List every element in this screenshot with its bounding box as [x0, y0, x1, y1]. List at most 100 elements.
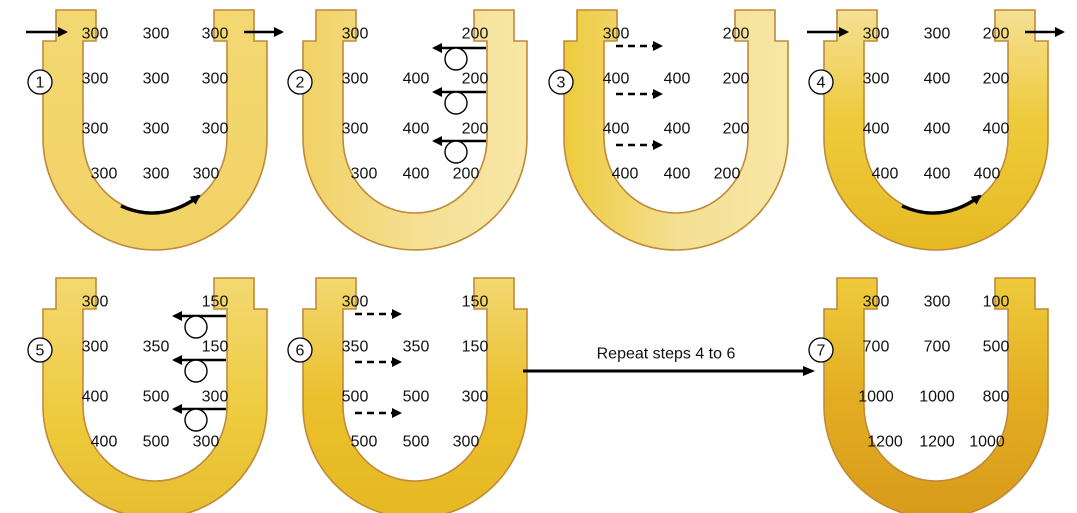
- descending-value: 400: [872, 166, 899, 183]
- interstitial-value: 500: [403, 389, 430, 406]
- descending-value: 300: [82, 339, 109, 356]
- interstitial-value: 300: [143, 26, 170, 43]
- step-number: 1: [36, 75, 45, 92]
- ascending-value: 200: [453, 166, 480, 183]
- interstitial-value: 300: [924, 26, 951, 43]
- interstitial-value: 400: [403, 71, 430, 88]
- descending-value: 1200: [867, 434, 903, 451]
- ascending-value: 400: [983, 121, 1010, 138]
- ascending-value: 150: [462, 339, 489, 356]
- step-number-badge: [808, 69, 834, 95]
- ascending-value: 200: [723, 121, 750, 138]
- descending-value: 300: [342, 294, 369, 311]
- ascending-value: 150: [462, 294, 489, 311]
- descending-value: 1000: [858, 389, 894, 406]
- step-number: 6: [296, 343, 305, 360]
- descending-value: 300: [82, 71, 109, 88]
- step-number: 4: [817, 75, 826, 92]
- descending-value: 300: [863, 71, 890, 88]
- interstitial-value: 400: [664, 121, 691, 138]
- interstitial-value: 300: [143, 166, 170, 183]
- descending-value: 400: [603, 121, 630, 138]
- ascending-value: 300: [462, 389, 489, 406]
- ascending-value: 200: [462, 121, 489, 138]
- ascending-value: 300: [193, 166, 220, 183]
- step-number-badge: [287, 337, 313, 363]
- ascending-value: 150: [202, 339, 229, 356]
- ascending-value: 500: [983, 339, 1010, 356]
- interstitial-value: 400: [924, 71, 951, 88]
- interstitial-value: 350: [143, 339, 170, 356]
- ascending-value: 1000: [969, 434, 1005, 451]
- interstitial-value: 400: [924, 121, 951, 138]
- descending-value: 300: [82, 26, 109, 43]
- panel-step-1: 1 300 300 300 300 300 300 300 300 300 300 300 300: [26, 9, 284, 251]
- ascending-value: 200: [723, 71, 750, 88]
- interstitial-value: 400: [924, 166, 951, 183]
- descending-value: 300: [351, 166, 378, 183]
- descending-value: 300: [863, 294, 890, 311]
- interstitial-value: 400: [664, 166, 691, 183]
- ascending-value: 400: [974, 166, 1001, 183]
- ascending-value: 200: [723, 26, 750, 43]
- descending-value: 400: [603, 71, 630, 88]
- step-number-badge: [808, 337, 834, 363]
- panel-step-7: 7 300 700 1000 1200 300 700 1000 1200 100 500 800 10…: [808, 277, 1049, 513]
- descending-value: 300: [82, 294, 109, 311]
- loop-tube: [42, 277, 268, 513]
- descending-value: 300: [82, 121, 109, 138]
- descending-value: 400: [863, 121, 890, 138]
- step-number-badge: [548, 69, 574, 95]
- ascending-value: 300: [202, 389, 229, 406]
- ascending-value: 300: [202, 26, 229, 43]
- panel-step-6: 6 300 350 500 500 350 500 500 150 150 300 300: [287, 277, 528, 513]
- interstitial-value: 400: [403, 166, 430, 183]
- interstitial-value: 500: [143, 389, 170, 406]
- interstitial-value: 400: [664, 71, 691, 88]
- loop-tube: [823, 277, 1049, 513]
- descending-value: 700: [863, 339, 890, 356]
- ascending-value: 300: [202, 71, 229, 88]
- descending-value: 400: [82, 389, 109, 406]
- loop-tube: [563, 9, 789, 251]
- loop-tube: [302, 277, 528, 513]
- ascending-value: 300: [202, 121, 229, 138]
- descending-value: 300: [603, 26, 630, 43]
- step-number: 7: [817, 343, 826, 360]
- step-number: 2: [296, 75, 305, 92]
- loop-tube: [302, 9, 528, 251]
- panel-step-2: 2 300 300 300 300 400 400 400 200 200 200 200: [287, 9, 528, 251]
- interstitial-value: 400: [403, 121, 430, 138]
- ascending-value: 300: [453, 434, 480, 451]
- interstitial-value: 350: [403, 339, 430, 356]
- interstitial-value: 500: [403, 434, 430, 451]
- ascending-value: 800: [983, 389, 1010, 406]
- ascending-value: 200: [983, 71, 1010, 88]
- interstitial-value: 300: [143, 121, 170, 138]
- pump-circle: [184, 408, 208, 432]
- descending-value: 300: [863, 26, 890, 43]
- ascending-value: 200: [714, 166, 741, 183]
- interstitial-value: 1000: [919, 389, 955, 406]
- panel-step-5: 5 300 300 400 400 350 500 500 150 150 300 300: [27, 277, 268, 513]
- ascending-value: 200: [462, 26, 489, 43]
- descending-value: 500: [342, 389, 369, 406]
- descending-value: 400: [91, 434, 118, 451]
- ascending-value: 150: [202, 294, 229, 311]
- interstitial-value: 300: [143, 71, 170, 88]
- interstitial-value: 500: [143, 434, 170, 451]
- flow-bend-arrow: [901, 194, 982, 215]
- ascending-value: 100: [983, 294, 1010, 311]
- interstitial-value: 700: [924, 339, 951, 356]
- step-number: 3: [557, 75, 566, 92]
- loop-tube: [823, 9, 1049, 251]
- pump-circle: [184, 359, 208, 383]
- descending-value: 500: [351, 434, 378, 451]
- ascending-value: 200: [983, 26, 1010, 43]
- pump-circle: [444, 47, 468, 71]
- flow-bend-arrow: [120, 194, 201, 215]
- descending-value: 300: [342, 26, 369, 43]
- ascending-value: 300: [193, 434, 220, 451]
- repeat-steps-label: Repeat steps 4 to 6: [597, 346, 736, 363]
